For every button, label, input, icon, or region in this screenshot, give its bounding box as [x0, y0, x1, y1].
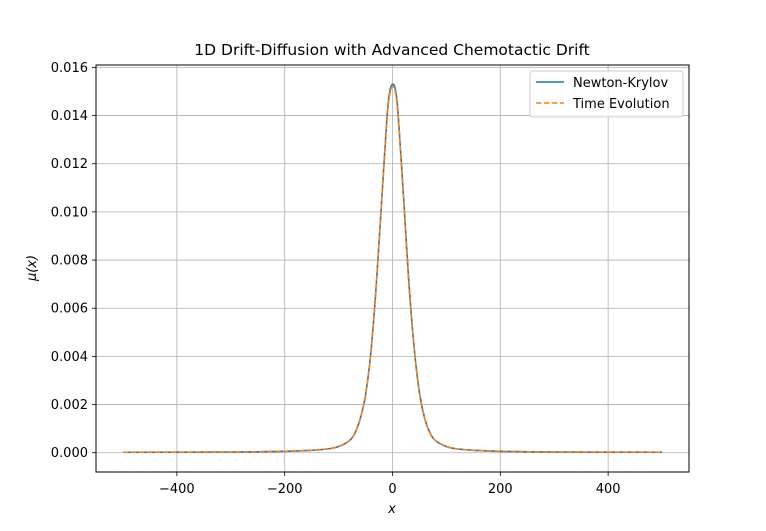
y-tick-label: 0.006 [51, 302, 88, 317]
legend-label-newton-krylov: Newton-Krylov [573, 76, 668, 91]
legend-box [529, 70, 684, 118]
x-tick-label: 400 [596, 482, 621, 497]
x-axis-label: x [387, 502, 396, 517]
series-line-time-evolution [122, 85, 663, 454]
y-tick-label: 0.004 [51, 350, 88, 365]
y-tick-label: 0.000 [51, 446, 88, 461]
series-layer [122, 83, 663, 454]
y-tick-label: 0.014 [51, 109, 88, 124]
grid [96, 65, 689, 472]
chart-title: 1D Drift-Diffusion with Advanced Chemota… [194, 41, 589, 59]
y-tick-label: 0.012 [51, 157, 88, 172]
y-tick-label: 0.002 [51, 398, 88, 413]
y-axis-label: μ(x) [25, 255, 40, 282]
y-tick-label: 0.016 [51, 61, 88, 76]
y-tick-label: 0.010 [51, 205, 88, 220]
legend: Newton-Krylov Time Evolution [529, 70, 684, 118]
x-tick-label: 200 [488, 482, 513, 497]
legend-label-time-evolution: Time Evolution [572, 97, 670, 112]
x-tick-label: 0 [388, 482, 396, 497]
ticks: −400 −200 0 200 400 0.000 0.002 0.004 0.006 0.008… [51, 61, 621, 497]
x-tick-label: −200 [267, 482, 303, 497]
x-tick-label: −400 [159, 482, 195, 497]
y-tick-label: 0.008 [51, 254, 88, 269]
